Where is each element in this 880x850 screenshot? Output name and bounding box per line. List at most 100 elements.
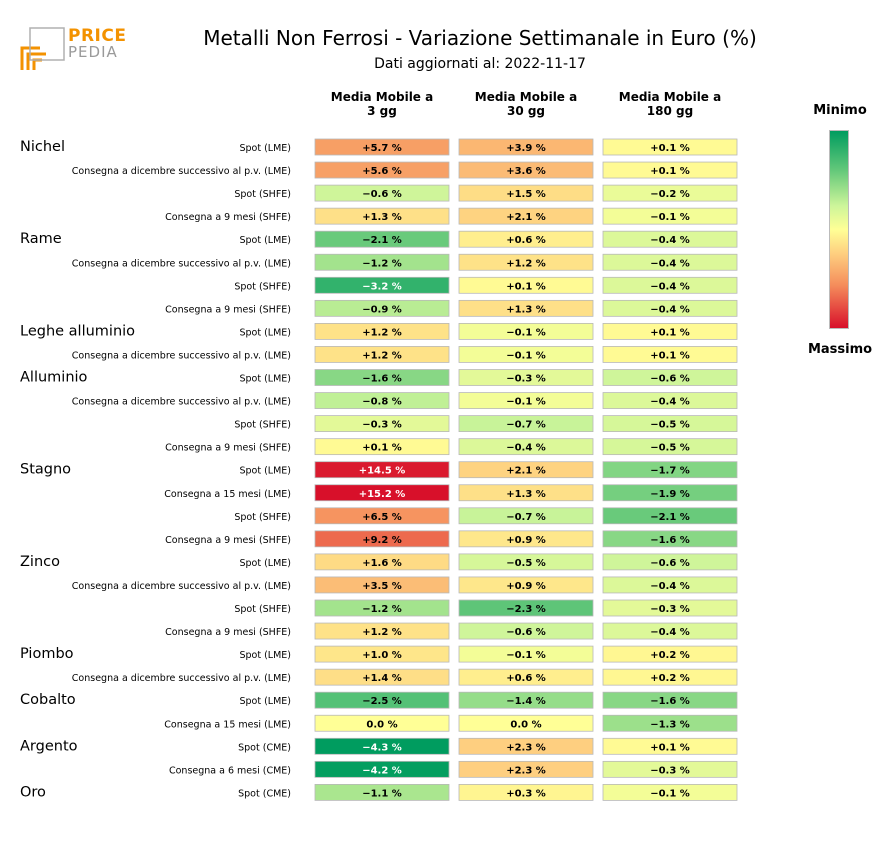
row-label: Consegna a 9 mesi (SHFE) xyxy=(165,627,291,638)
legend-colorbar xyxy=(829,130,849,329)
cell-value-label: −1.4 % xyxy=(506,696,546,707)
heatmap-cell xyxy=(602,207,738,225)
heatmap-cell xyxy=(314,299,450,317)
cell-value-label: −1.6 % xyxy=(362,374,402,385)
heatmap-cell xyxy=(602,760,738,778)
heatmap-cell xyxy=(602,299,738,317)
cell-value-label: +9.2 % xyxy=(362,535,402,546)
heatmap-cell xyxy=(314,276,450,294)
row-label: Spot (SHFE) xyxy=(234,420,291,431)
row-label: Consegna a 9 mesi (SHFE) xyxy=(165,535,291,546)
cell-value-label: −2.1 % xyxy=(650,512,690,523)
heatmap-cell xyxy=(602,599,738,617)
row-label: Consegna a dicembre successivo al p.v. (… xyxy=(72,673,291,684)
column-header-30gg: Media Mobile a 30 gg xyxy=(456,90,596,118)
heatmap-cell xyxy=(458,438,594,456)
heatmap-cell xyxy=(458,691,594,709)
heatmap-cell xyxy=(314,161,450,179)
heatmap-cell xyxy=(602,346,738,363)
column-header-line: Media Mobile a xyxy=(618,90,722,104)
column-header-3gg: Media Mobile a 3 gg xyxy=(312,90,452,118)
heatmap-cell xyxy=(314,507,450,525)
heatmap-cell xyxy=(458,415,594,433)
heatmap-cell xyxy=(602,322,738,340)
cell-value-label: −1.7 % xyxy=(650,466,690,477)
row-label: Spot (LME) xyxy=(239,143,291,154)
heatmap-cell xyxy=(314,737,450,755)
heatmap-cell xyxy=(314,415,450,433)
cell-value-label: +2.1 % xyxy=(506,466,546,477)
column-header-line: Media Mobile a xyxy=(330,90,434,104)
heatmap-cell xyxy=(458,760,594,778)
chart-title: Metalli Non Ferrosi - Variazione Settima… xyxy=(203,26,757,50)
heatmap-cell xyxy=(602,714,738,732)
heatmap-cell xyxy=(602,668,738,686)
cell-value-label: +6.5 % xyxy=(362,512,402,523)
heatmap-cell xyxy=(602,784,738,801)
cell-value-label: −0.6 % xyxy=(650,374,690,385)
cell-value-label: −0.4 % xyxy=(650,581,690,592)
row-label: Spot (LME) xyxy=(239,235,291,246)
heatmap-cell xyxy=(458,299,594,317)
row-label: Spot (LME) xyxy=(239,650,291,661)
group-label: Stagno xyxy=(20,462,71,478)
row-label: Consegna a 15 mesi (LME) xyxy=(164,489,291,500)
heatmap-cell xyxy=(458,369,594,386)
cell-value-label: −1.3 % xyxy=(650,719,690,730)
heatmap-cell xyxy=(458,276,594,294)
cell-value-label: −0.3 % xyxy=(650,765,690,776)
cell-value-label: −1.6 % xyxy=(650,535,690,546)
cell-value-label: −0.3 % xyxy=(362,420,402,431)
heatmap-cell xyxy=(314,668,450,686)
column-header-line: 3 gg xyxy=(367,104,397,118)
heatmap-cell xyxy=(458,484,594,502)
row-label: Spot (SHFE) xyxy=(234,281,291,292)
heatmap-cell xyxy=(458,576,594,594)
group-label: Leghe alluminio xyxy=(20,323,135,339)
heatmap-cell xyxy=(602,230,738,248)
cell-value-label: −2.5 % xyxy=(362,696,402,707)
cell-value-label: +14.5 % xyxy=(359,466,406,477)
heatmap-cell xyxy=(602,645,738,663)
cell-value-label: +0.1 % xyxy=(650,327,690,338)
heatmap-cell xyxy=(602,438,738,456)
cell-value-label: +1.2 % xyxy=(362,327,402,338)
cell-value-label: −1.2 % xyxy=(362,258,402,269)
heatmap-cell xyxy=(314,530,450,548)
cell-value-label: +2.3 % xyxy=(506,765,546,776)
cell-value-label: +5.7 % xyxy=(362,143,402,154)
cell-value-label: +2.1 % xyxy=(506,212,546,223)
cell-value-label: −0.1 % xyxy=(506,397,546,408)
heatmap-cell xyxy=(458,737,594,755)
cell-value-label: −3.2 % xyxy=(362,281,402,292)
heatmap-cell xyxy=(458,645,594,663)
row-label: Consegna a dicembre successivo al p.v. (… xyxy=(72,166,291,177)
logo-text-pedia: PEDIA xyxy=(68,43,118,61)
pricepedia-logo: PRICE PEDIA xyxy=(20,26,126,72)
chart-subtitle: Dati aggiornati al: 2022-11-17 xyxy=(374,56,586,72)
heatmap-cell xyxy=(458,207,594,225)
heatmap-cell xyxy=(458,161,594,179)
row-label: Consegna a dicembre successivo al p.v. (… xyxy=(72,258,291,269)
row-label: Spot (SHFE) xyxy=(234,189,291,200)
cell-value-label: −0.1 % xyxy=(650,788,690,799)
cell-value-label: −0.3 % xyxy=(506,374,546,385)
heatmap-cell xyxy=(458,346,594,363)
cell-value-label: +0.1 % xyxy=(650,143,690,154)
logo-text-price: PRICE xyxy=(68,26,127,46)
row-label: Spot (LME) xyxy=(239,374,291,385)
group-label: Argento xyxy=(20,738,78,754)
heatmap-cell xyxy=(314,784,450,801)
heatmap-cell xyxy=(314,576,450,594)
cell-value-label: −0.8 % xyxy=(362,397,402,408)
group-label: Alluminio xyxy=(20,370,88,386)
cell-value-label: −0.7 % xyxy=(506,512,546,523)
heatmap-cell xyxy=(458,461,594,479)
cell-value-label: −0.6 % xyxy=(362,189,402,200)
cell-value-label: +1.2 % xyxy=(362,627,402,638)
row-label: Consegna a 6 mesi (CME) xyxy=(169,765,291,776)
heatmap-cell xyxy=(602,553,738,571)
cell-value-label: −2.3 % xyxy=(506,604,546,615)
column-header-line: 30 gg xyxy=(506,104,546,118)
heatmap-cell xyxy=(602,737,738,755)
